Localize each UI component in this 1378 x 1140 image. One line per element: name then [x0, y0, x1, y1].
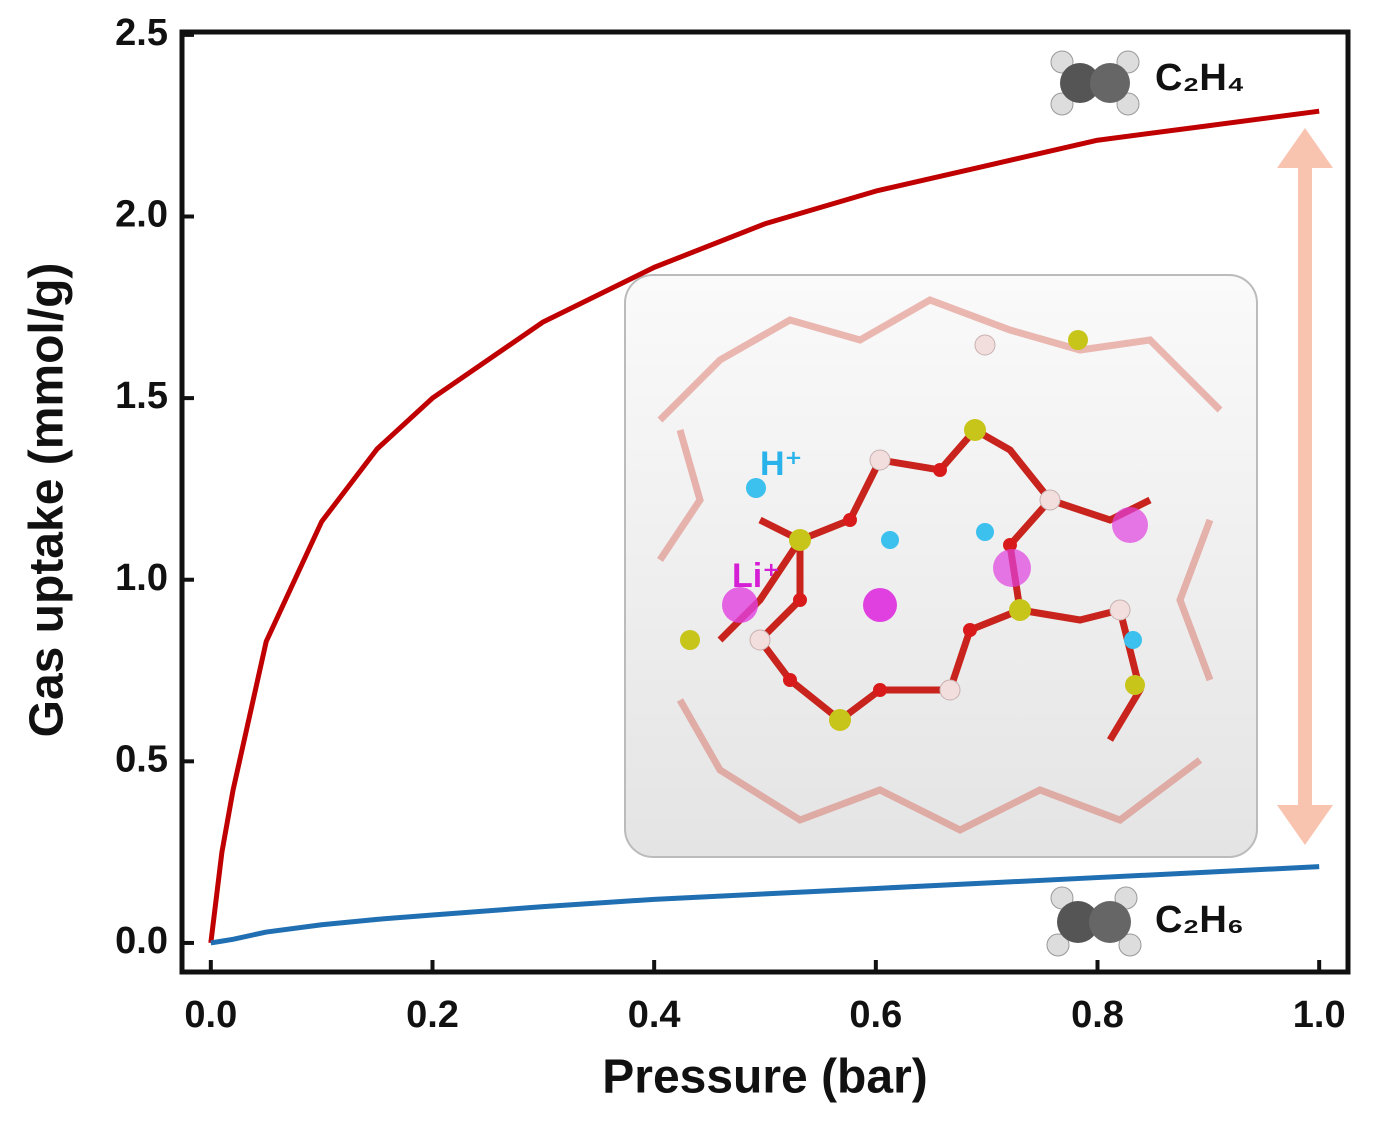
- y-tick-label: 1.0: [115, 557, 168, 599]
- double-arrow: [1277, 128, 1333, 845]
- x-tick-label: 0.2: [406, 994, 459, 1036]
- data-line: [210, 864, 1320, 946]
- y-tick-label: 0.0: [115, 920, 168, 962]
- legend-label: C₂H₄: [1155, 57, 1245, 99]
- x-tick-label: 0.4: [628, 994, 681, 1036]
- x-tick-label: 1.0: [1293, 994, 1346, 1036]
- x-tick-label: 0.8: [1071, 994, 1124, 1036]
- y-tick-label: 2.0: [115, 194, 168, 236]
- annotation: H⁺: [760, 445, 803, 483]
- annotation: Li⁺: [732, 557, 780, 595]
- y-axis-title: Gas uptake (mmol/g): [21, 263, 74, 738]
- molecule-icon: [1046, 886, 1142, 957]
- x-tick-label: 0.0: [184, 994, 237, 1036]
- y-tick-label: 1.5: [115, 375, 168, 417]
- inset-structure: [624, 274, 1258, 858]
- data-line: [208, 108, 1320, 944]
- legend-label: C₂H₆: [1155, 899, 1244, 941]
- x-axis-title: Pressure (bar): [602, 1051, 927, 1104]
- y-tick-label: 0.5: [115, 738, 168, 780]
- molecule-icon: [1050, 50, 1140, 116]
- x-tick-label: 0.6: [849, 994, 902, 1036]
- y-tick-label: 2.5: [115, 12, 168, 54]
- plot-frame: [179, 29, 1351, 975]
